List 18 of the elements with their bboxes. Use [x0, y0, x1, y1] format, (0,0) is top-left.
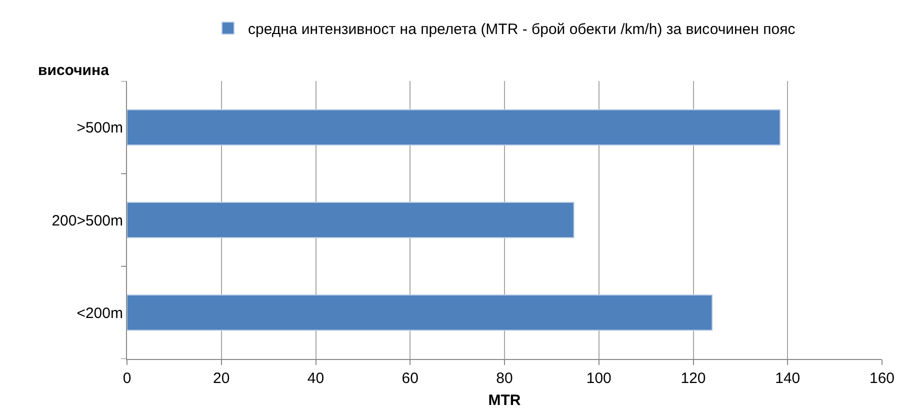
- x-tick-label: 160: [869, 370, 895, 387]
- y-axis-title: височина: [38, 62, 110, 79]
- x-tick-label: 80: [496, 370, 513, 387]
- x-tick-label: 20: [213, 370, 230, 387]
- x-tick-label: 40: [307, 370, 324, 387]
- bar: [127, 294, 713, 331]
- y-tick-label: >500m: [76, 120, 123, 137]
- y-tick-label: <200m: [76, 304, 123, 322]
- x-tick-label: 60: [402, 370, 418, 387]
- y-tick-label: 200>500m: [52, 212, 123, 230]
- x-tick-label: 140: [775, 370, 800, 387]
- legend-label: средна интензивност на прелета (MTR - брой обекти /km/h) за височинен пояс: [248, 20, 796, 38]
- x-tick-label: 100: [586, 370, 612, 387]
- x-tick-label: 120: [680, 370, 706, 387]
- x-axis-title: MTR: [488, 392, 521, 409]
- bar: [127, 202, 574, 238]
- x-tick-label: 0: [122, 370, 132, 387]
- bar: [127, 109, 781, 146]
